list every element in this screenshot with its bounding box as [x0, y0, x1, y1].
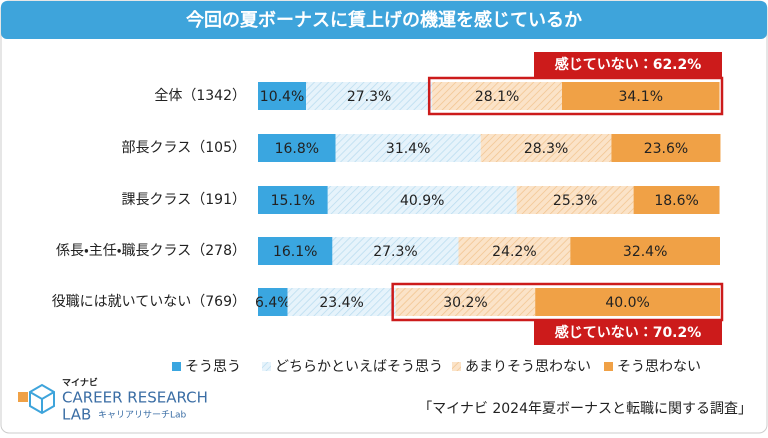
bar-segment [258, 134, 336, 162]
value-label: 24.2% [492, 244, 536, 260]
annotation-box [534, 320, 722, 345]
value-label: 32.4% [623, 244, 667, 260]
logo-cube [29, 383, 55, 415]
bar-segment [258, 186, 328, 214]
value-label: 10.4% [260, 89, 304, 105]
title-bar [1, 1, 767, 39]
value-label: 40.0% [605, 295, 649, 311]
bar-segment [287, 288, 396, 316]
value-label: 23.4% [319, 295, 363, 311]
logo-line2: LAB [62, 406, 91, 424]
bar-segment [306, 82, 433, 110]
value-label: 31.4% [386, 141, 430, 157]
legend-label: そう思わない [617, 359, 701, 375]
annotation: 感じていない：70.2% [555, 324, 702, 341]
bar-segment [258, 237, 333, 265]
value-label: 16.8% [275, 141, 319, 157]
value-label: 28.1% [475, 89, 519, 105]
bar-segment [327, 186, 517, 214]
bar-segment [395, 288, 536, 316]
chart-title: 今回の夏ボーナスに賃上げの機運を感じているか [186, 9, 582, 31]
bar-segment [535, 288, 720, 316]
value-label: 28.3% [524, 141, 568, 157]
bar-segment [332, 237, 459, 265]
value-label: 27.3% [347, 89, 391, 105]
annotation: 感じていない：62.2% [555, 56, 702, 73]
bar-segment [561, 82, 720, 110]
value-label: 25.3% [553, 193, 597, 209]
bar-segment [458, 237, 571, 265]
bar-segment [611, 134, 721, 162]
logo-brand: マイナビ [62, 377, 98, 389]
legend-label: あまりそう思わない [465, 359, 591, 375]
bar-segment [633, 186, 720, 214]
bar-segment [258, 288, 288, 316]
bar-segment [432, 82, 562, 110]
category-label: 役職には就いていない（769） [52, 294, 246, 310]
value-label: 30.2% [443, 295, 487, 311]
value-label: 6.4% [255, 295, 291, 311]
source: 「マイナビ 2024年夏ボーナスと転職に関する調査」 [418, 401, 752, 417]
legend-swatch [172, 362, 181, 371]
bar-segment [516, 186, 634, 214]
legend-swatch [262, 362, 271, 371]
value-label: 23.6% [644, 141, 688, 157]
value-label: 34.1% [619, 89, 663, 105]
bar-segment [570, 237, 720, 265]
legend-swatch [452, 362, 461, 371]
legend-swatch [604, 362, 613, 371]
bar-segment [480, 134, 612, 162]
category-label: 係長・主任・職長クラス（278） [56, 243, 246, 259]
annotation-box [534, 52, 722, 77]
category-label: 全体（1342） [154, 88, 246, 104]
logo-square [18, 392, 28, 402]
value-label: 40.9% [400, 193, 444, 209]
value-label: 16.1% [273, 244, 317, 260]
bar-segment [335, 134, 481, 162]
value-label: 15.1% [271, 193, 315, 209]
bar-segment [258, 82, 307, 110]
highlight-box [427, 76, 724, 116]
category-label: 課長クラス（191） [122, 192, 246, 208]
category-label: 部長クラス（105） [122, 140, 246, 156]
value-label: 18.6% [654, 193, 698, 209]
legend-label: そう思う [185, 359, 241, 375]
logo: マイナビ CAREER RESEARCH LAB キャリアリサーチLab [18, 377, 208, 424]
value-label: 27.3% [373, 244, 417, 260]
legend-label: どちらかといえばそう思う [275, 359, 443, 375]
logo-tagline: キャリアリサーチLab [98, 410, 187, 421]
logo-line1: CAREER RESEARCH [62, 389, 208, 407]
